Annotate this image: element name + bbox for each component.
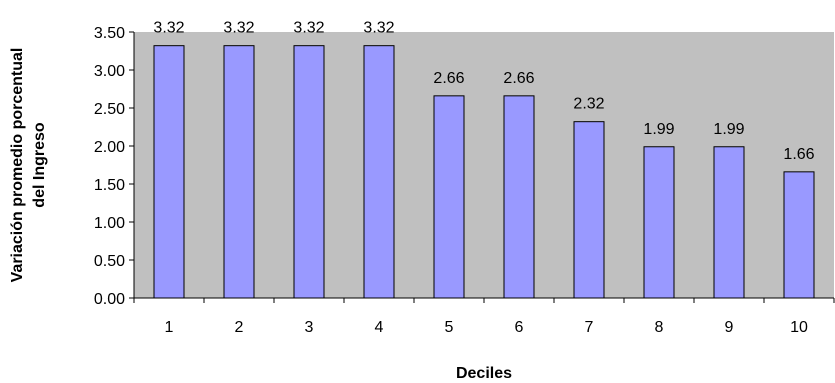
bar (783, 171, 815, 299)
y-tick-label: 1.50 (94, 177, 125, 194)
x-tick-label: 4 (375, 319, 384, 336)
data-label: 2.66 (503, 70, 534, 87)
y-tick-label: 1.00 (94, 215, 125, 232)
data-label: 3.32 (153, 20, 184, 37)
x-tick-label: 1 (165, 319, 174, 336)
bar (153, 45, 185, 299)
y-tick-label: 2.00 (94, 139, 125, 156)
data-label: 2.32 (573, 96, 604, 113)
bar (503, 95, 535, 299)
data-label: 1.99 (713, 121, 744, 138)
data-label: 1.66 (783, 146, 814, 163)
y-axis-title-line-1: Variación promedio porcentual (9, 48, 26, 283)
bar (573, 121, 605, 299)
x-tick-label: 8 (655, 319, 664, 336)
bar (293, 45, 325, 299)
y-tick-label: 2.50 (94, 101, 125, 118)
bar (363, 45, 395, 299)
bars-group: 3.32 3.32 3.32 3.32 2.66 2.66 2.32 1.99 1.99 1.66 (153, 20, 815, 299)
x-tick-label: 9 (725, 319, 734, 336)
bar (713, 146, 745, 299)
y-tick-label: 3.00 (94, 63, 125, 80)
data-label: 3.32 (363, 20, 394, 37)
bar (433, 95, 465, 299)
x-axis-title: Deciles (456, 365, 512, 382)
x-tick-label: 2 (235, 319, 244, 336)
y-axis-title-line-2: del Ingreso (31, 122, 48, 208)
bar (643, 146, 675, 299)
x-tick-label: 3 (305, 319, 314, 336)
x-tick-label: 7 (585, 319, 594, 336)
data-label: 1.99 (643, 121, 674, 138)
data-label: 3.32 (293, 20, 324, 37)
x-tick-label: 6 (515, 319, 524, 336)
y-tick-label: 3.50 (94, 25, 125, 42)
x-tick-label: 10 (790, 319, 808, 336)
y-tick-label: 0.50 (94, 253, 125, 270)
axes-group: 0.00 0.50 1.00 1.50 2.00 2.50 3.00 3.50 1 2 3 4 5 6 7 8… (94, 25, 835, 336)
x-tick-label: 5 (445, 319, 454, 336)
data-label: 2.66 (433, 70, 464, 87)
data-label: 3.32 (223, 20, 254, 37)
y-tick-label: 0.00 (94, 291, 125, 308)
bar (223, 45, 255, 299)
